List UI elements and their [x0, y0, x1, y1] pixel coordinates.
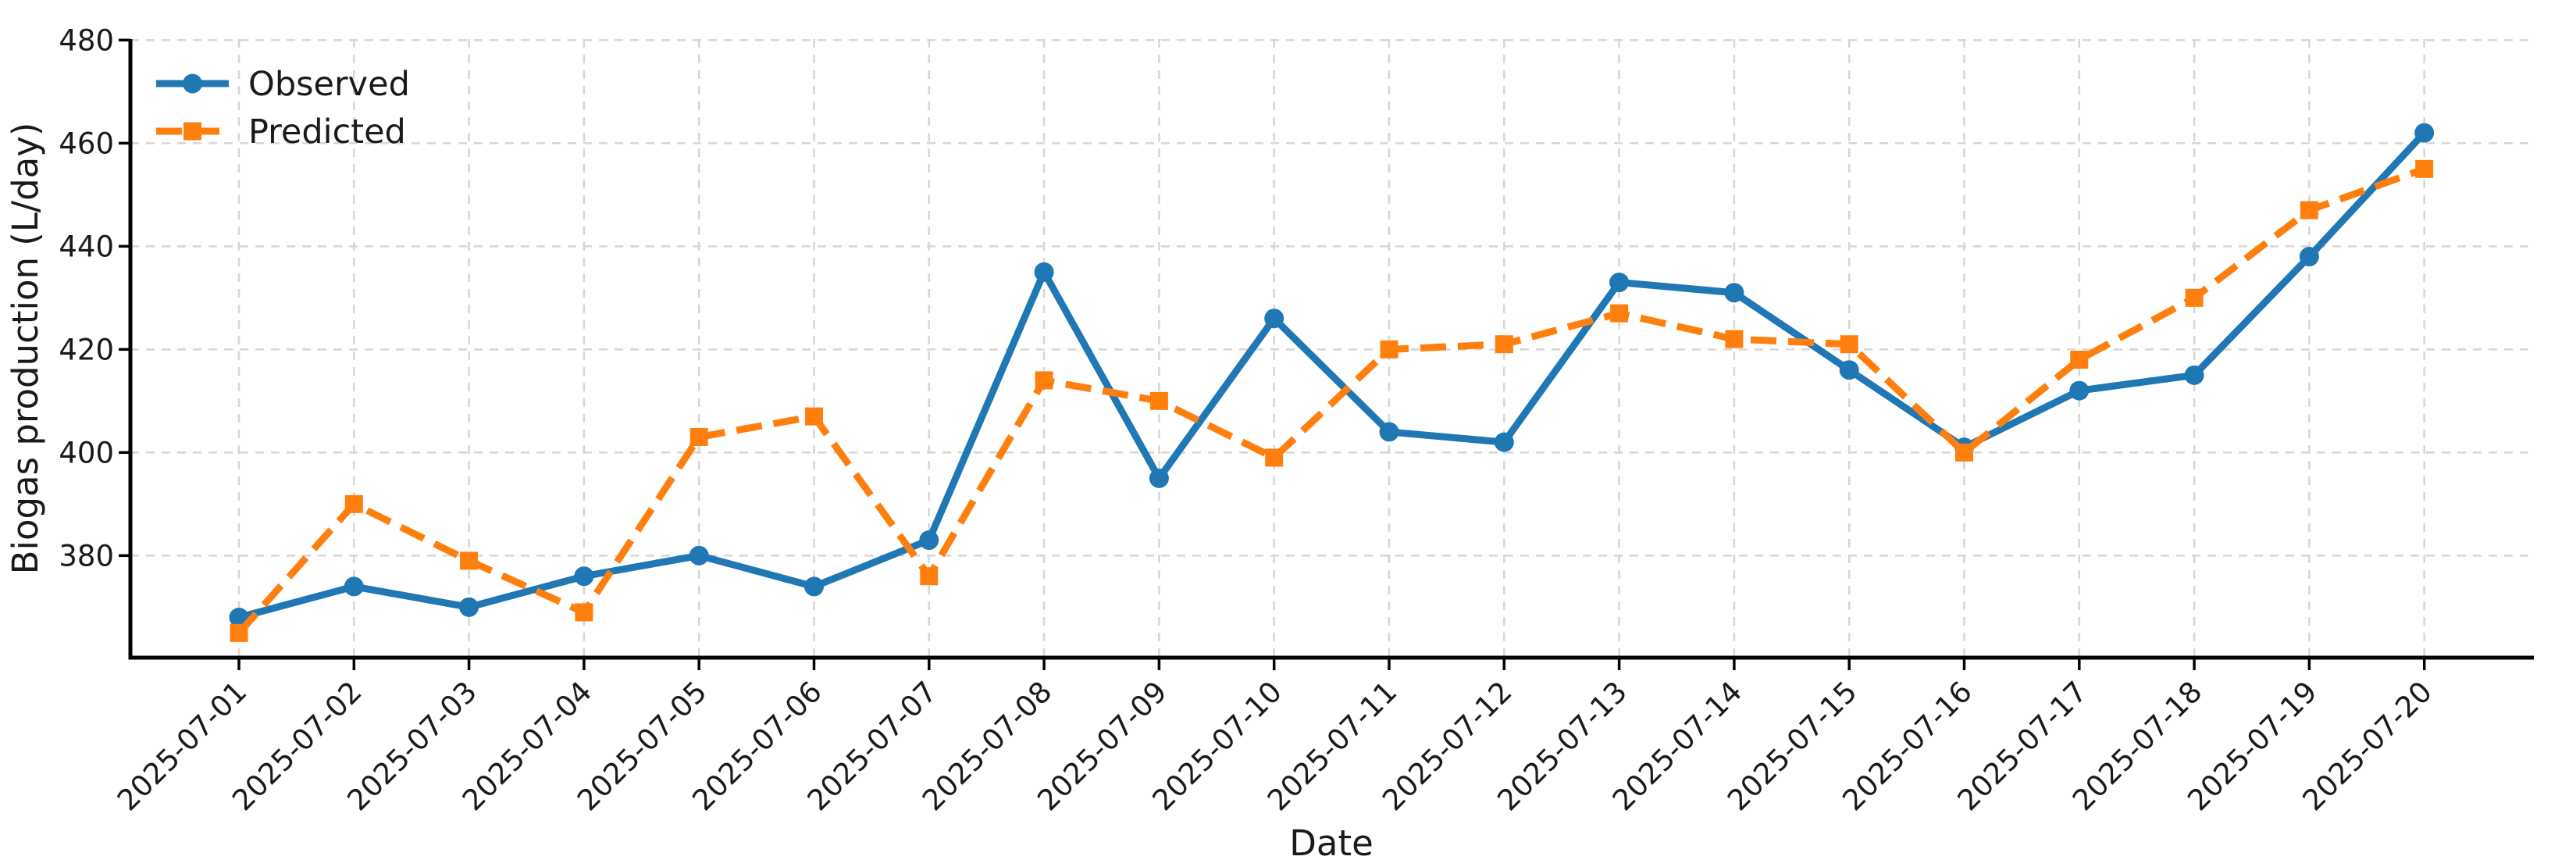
x-axis-title: Date [1289, 822, 1374, 864]
observed-point [689, 545, 709, 566]
observed-point [919, 530, 939, 551]
predicted-point [230, 623, 248, 642]
legend: Observed Predicted [156, 65, 410, 152]
observed-point [1609, 273, 1630, 293]
grid-layer [130, 39, 2531, 658]
observed-point [1724, 283, 1744, 303]
observed-point [1839, 360, 1859, 380]
y-tick-label: 380 [59, 539, 114, 573]
predicted-point [1955, 443, 1973, 462]
predicted-point [1495, 335, 1513, 354]
y-tick-label: 440 [59, 230, 114, 263]
predicted-point [1840, 335, 1858, 354]
observed-point [1264, 309, 1284, 329]
legend-item-predicted: Predicted [156, 112, 406, 152]
predicted-line [236, 166, 2426, 636]
observed-point [344, 576, 364, 597]
observed-point [2069, 380, 2090, 401]
predicted-legend-label: Predicted [248, 112, 406, 152]
observed-point [1379, 422, 1399, 442]
predicted-point [1725, 330, 1744, 348]
predicted-point [920, 567, 939, 586]
predicted-point [2185, 288, 2204, 307]
predicted-point [1610, 304, 1629, 323]
predicted-point [575, 603, 593, 622]
observed-point [574, 566, 594, 587]
observed-point [1494, 432, 1514, 452]
predicted-point [344, 494, 363, 513]
predicted-point [1035, 371, 1053, 390]
y-tick-label: 480 [59, 23, 114, 57]
observed-legend-marker-icon [183, 73, 202, 94]
y-tick-label: 400 [59, 436, 114, 469]
predicted-point [2300, 201, 2318, 219]
observed-legend-label: Observed [248, 65, 410, 104]
observed-point [1149, 468, 1169, 488]
series-layer [229, 123, 2435, 642]
predicted-point [689, 428, 708, 447]
observed-point [459, 597, 479, 617]
predicted-point [2415, 159, 2434, 178]
y-tick-label: 460 [59, 127, 114, 160]
observed-point [2184, 365, 2204, 385]
predicted-point [2070, 351, 2089, 369]
predicted-point [460, 551, 479, 570]
predicted-point [1380, 340, 1398, 359]
observed-point [2414, 123, 2435, 143]
predicted-point [1265, 448, 1284, 467]
observed-point [1034, 262, 1054, 282]
predicted-legend-marker-icon [183, 122, 201, 141]
predicted-point [805, 407, 823, 426]
legend-item-observed: Observed [156, 65, 410, 104]
observed-point [2299, 247, 2319, 267]
y-axis-title: Biogas production (L/day) [5, 123, 46, 575]
predicted-point [1149, 391, 1168, 410]
y-tick-label: 420 [59, 333, 114, 366]
observed-line [235, 129, 2428, 622]
observed-point [804, 576, 824, 597]
